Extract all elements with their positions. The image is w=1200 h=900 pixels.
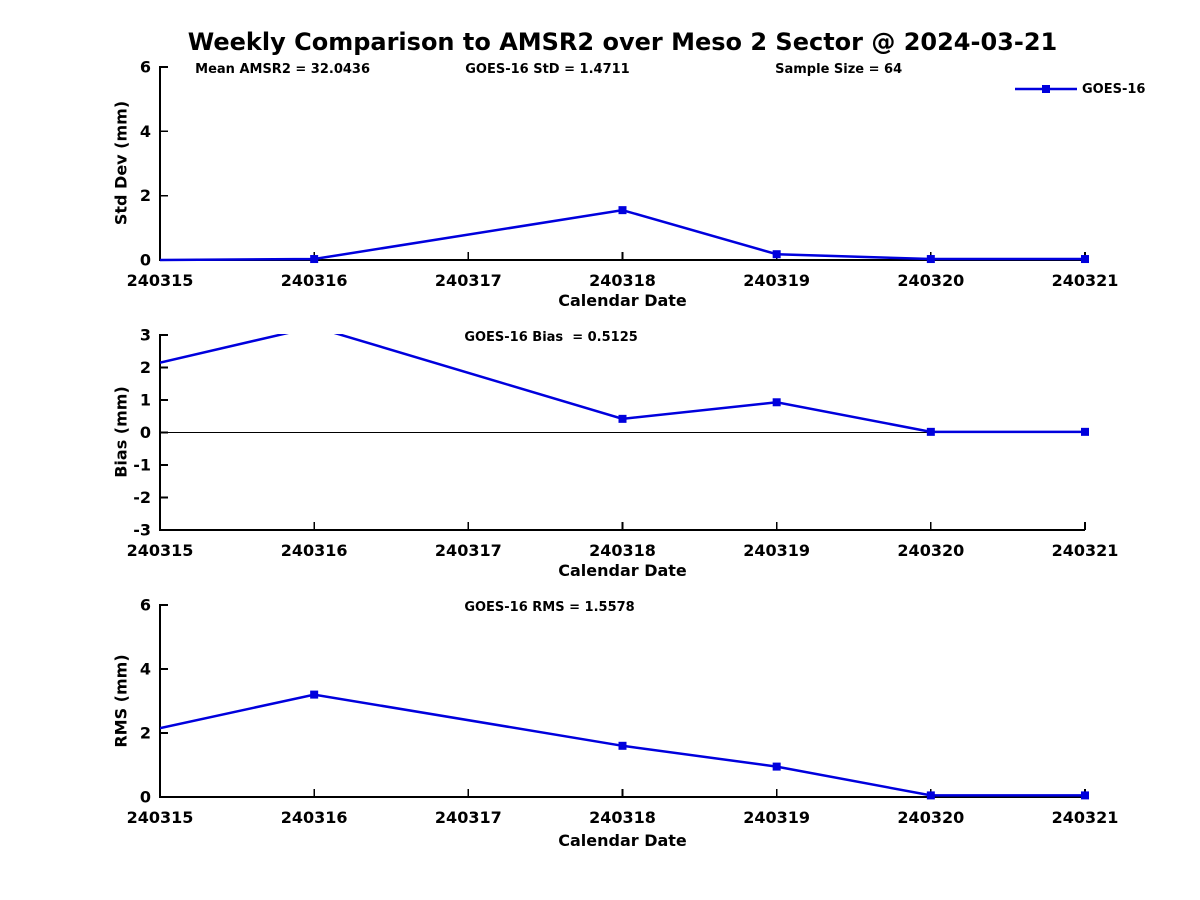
y-tick-label: 2 <box>140 724 151 743</box>
y-tick-label: 0 <box>140 788 151 807</box>
data-line-goes-16 <box>160 693 1085 797</box>
x-tick-label: 240316 <box>281 271 348 290</box>
data-line-goes-16 <box>160 334 1085 434</box>
data-point-marker <box>310 255 319 264</box>
xlabel-calendar-date-bottom: Calendar Date <box>558 831 687 850</box>
x-tick-label: 240318 <box>589 541 656 560</box>
data-point-marker <box>926 255 935 264</box>
y-tick-label: 4 <box>140 660 151 679</box>
x-tick-label: 240316 <box>281 541 348 560</box>
panel-bias: -3 -2 -1 0 1 2 3 240315 240316 240317 240318 240319… <box>127 326 1119 561</box>
y-tick-label: -2 <box>133 488 151 507</box>
xlabel-calendar-date-middle: Calendar Date <box>558 561 687 580</box>
ylabel-std-dev: Std Dev (mm) <box>111 100 131 226</box>
legend-glyph <box>1015 85 1077 93</box>
y-tick-label: 2 <box>140 358 151 377</box>
data-point-marker <box>772 250 781 259</box>
y-tick-label: 0 <box>140 251 151 270</box>
data-point-marker <box>1081 255 1089 264</box>
ylabel-bias: Bias (mm) <box>111 386 131 478</box>
y-tick-label: -3 <box>133 521 151 540</box>
data-point-marker <box>310 690 319 699</box>
x-tick-label: 240318 <box>589 271 656 290</box>
x-tick-label: 240317 <box>435 808 502 827</box>
panel-rms: 0 2 4 6 240315 240316 240317 240318 240319 240320… <box>127 596 1119 828</box>
x-tick-label: 240319 <box>743 271 810 290</box>
x-tick-label: 240320 <box>897 271 964 290</box>
panel-std-dev: 0 2 4 6 240315 240316 240317 240318 240319 240320… <box>127 58 1119 291</box>
x-tick-label: 240319 <box>743 541 810 560</box>
data-point-marker <box>772 762 781 771</box>
x-tick-label: 240321 <box>1052 271 1119 290</box>
stat-annotation: Mean AMSR2 = 32.0436 <box>195 62 370 77</box>
data-point-marker <box>926 427 935 436</box>
data-point-marker <box>1081 791 1089 800</box>
data-point-marker <box>618 741 627 750</box>
y-tick-label: 3 <box>140 326 151 345</box>
xlabel-calendar-date-top: Calendar Date <box>558 291 687 310</box>
x-tick-label: 240315 <box>127 271 194 290</box>
y-tick-label: 1 <box>140 391 151 410</box>
stat-annotation: GOES-16 Bias = 0.5125 <box>464 330 638 345</box>
y-tick-label: -1 <box>133 456 151 475</box>
figure-title: Weekly Comparison to AMSR2 over Meso 2 S… <box>187 28 1058 56</box>
data-point-marker <box>618 206 627 215</box>
x-tick-label: 240318 <box>589 808 656 827</box>
data-point-marker <box>618 414 627 423</box>
x-tick-label: 240321 <box>1052 808 1119 827</box>
y-tick-label: 6 <box>140 58 151 77</box>
x-tick-label: 240319 <box>743 808 810 827</box>
x-tick-label: 240320 <box>897 541 964 560</box>
data-point-marker <box>926 791 935 800</box>
x-tick-label: 240315 <box>127 808 194 827</box>
y-tick-label: 0 <box>140 423 151 442</box>
data-point-marker <box>772 398 781 407</box>
x-tick-label: 240317 <box>435 541 502 560</box>
x-tick-label: 240321 <box>1052 541 1119 560</box>
legend-square-marker-icon <box>1042 85 1050 93</box>
x-tick-label: 240317 <box>435 271 502 290</box>
x-tick-label: 240315 <box>127 541 194 560</box>
stat-annotation: GOES-16 StD = 1.4711 <box>465 62 629 77</box>
y-tick-label: 2 <box>140 186 151 205</box>
x-tick-label: 240320 <box>897 808 964 827</box>
y-tick-label: 4 <box>140 122 151 141</box>
stat-annotation: Sample Size = 64 <box>775 62 902 77</box>
legend-label: GOES-16 <box>1082 82 1146 97</box>
ylabel-rms: RMS (mm) <box>111 654 131 748</box>
y-tick-label: 6 <box>140 596 151 615</box>
data-line-goes-16 <box>160 208 1085 262</box>
x-tick-label: 240316 <box>281 808 348 827</box>
stat-annotation: GOES-16 RMS = 1.5578 <box>464 600 634 615</box>
data-point-marker <box>1081 427 1089 436</box>
